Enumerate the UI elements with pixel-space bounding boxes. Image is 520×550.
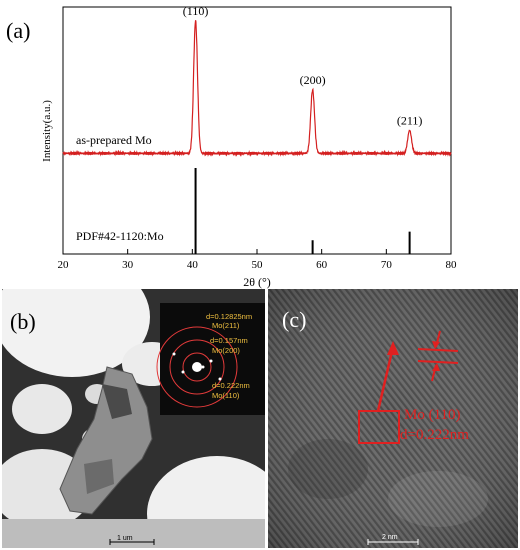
saed-label-211-d: d=0.12825nm [206,312,253,321]
reference-lines [194,168,411,254]
tem-image [2,289,265,548]
y-axis-label: Intensity(a.u.) [41,100,53,162]
hrtem-image [268,289,518,548]
xrd-chart: (a) 20 30 40 50 60 70 80 2θ (°) Intensity(a.u.… [6,4,458,289]
x-axis-tick-labels: 20 30 40 50 60 70 80 [58,259,458,271]
x-tick-label-80: 80 [446,259,458,271]
saed-label-110-d: d=0.222nm [212,381,250,390]
x-tick-label-70: 70 [381,259,393,271]
x-tick-label-50: 50 [252,259,264,271]
lattice-plane-annotation: Mo (110) [404,407,461,423]
series-as-prepared-mo-line [62,20,452,157]
series-label-as-prepared-mo: as-prepared Mo [76,133,152,147]
peak-labels: (110) (200) (211) [183,4,423,127]
scale-bar-label-c: 2 nm [382,534,398,541]
saed-label-211-plane: Mo(211) [212,321,240,330]
peak-label-0: (110) [183,4,209,18]
peak-label-1: (200) [300,73,326,87]
x-tick-label-40: 40 [187,259,199,271]
saed-label-200-plane: Mo(200) [212,346,240,355]
x-tick-label-20: 20 [58,259,70,271]
peak-label-2: (211) [397,113,423,127]
panel-b-label: (b) [10,309,36,334]
tem-image-panel: (b) d=0.12825nm Mo(211) d=0.157nm Mo(200… [2,289,265,548]
saed-label-110-plane: Mo(110) [212,391,240,400]
lattice-spacing-annotation: d=0.222nm [400,427,469,443]
panel-c-label: (c) [282,307,307,332]
hrtem-image-panel: (c) Mo (110) d=0.222nm 2 nm [268,289,518,548]
x-axis-label: 2θ (°) [243,275,271,289]
x-tick-label-60: 60 [316,259,328,271]
saed-inset [160,303,265,415]
reference-label: PDF#42-1120:Mo [76,229,164,243]
saed-label-200-d: d=0.157nm [210,336,248,345]
scale-bar-label-b: 1 um [117,535,133,542]
x-axis-ticks [62,249,452,254]
x-tick-label-30: 30 [122,259,134,271]
panel-a-label: (a) [6,18,30,43]
plot-frame [62,6,452,255]
